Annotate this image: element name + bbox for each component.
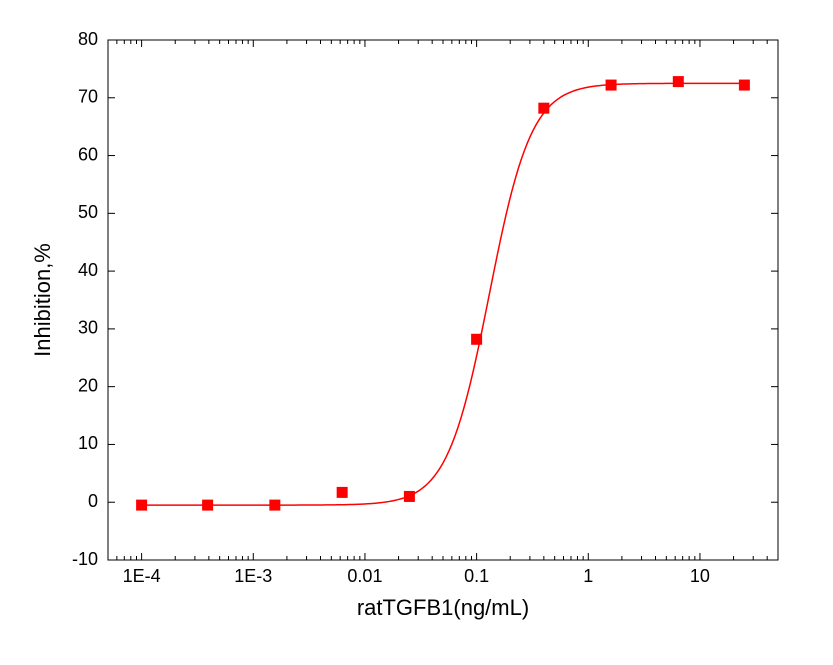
svg-text:0.1: 0.1 xyxy=(464,566,489,586)
chart-container: -10 0 10 20 30 40 50 60 70 80 1E-4 1E-3 0.01 0.1 1 10 ra… xyxy=(0,0,833,665)
svg-text:30: 30 xyxy=(78,318,98,338)
data-marker xyxy=(606,80,616,90)
data-marker xyxy=(137,500,147,510)
svg-text:50: 50 xyxy=(78,202,98,222)
data-marker xyxy=(404,491,414,501)
dose-response-chart: -10 0 10 20 30 40 50 60 70 80 1E-4 1E-3 0.01 0.1 1 10 ra… xyxy=(0,0,833,665)
svg-text:1E-4: 1E-4 xyxy=(123,566,161,586)
svg-text:10: 10 xyxy=(690,566,710,586)
svg-text:10: 10 xyxy=(78,433,98,453)
svg-text:0: 0 xyxy=(88,491,98,511)
svg-text:20: 20 xyxy=(78,375,98,395)
data-marker xyxy=(472,334,482,344)
data-marker xyxy=(337,487,347,497)
data-marker xyxy=(739,80,749,90)
svg-text:70: 70 xyxy=(78,87,98,107)
data-marker xyxy=(673,77,683,87)
svg-text:0.01: 0.01 xyxy=(347,566,382,586)
data-marker xyxy=(203,500,213,510)
svg-text:1E-3: 1E-3 xyxy=(234,566,272,586)
x-axis-label: ratTGFB1(ng/mL) xyxy=(357,595,529,620)
y-axis-label: Inhibition,% xyxy=(30,243,55,357)
svg-text:80: 80 xyxy=(78,29,98,49)
svg-text:-10: -10 xyxy=(72,549,98,569)
svg-text:1: 1 xyxy=(583,566,593,586)
fit-curve xyxy=(142,83,745,505)
data-marker xyxy=(270,500,280,510)
svg-text:60: 60 xyxy=(78,144,98,164)
svg-text:40: 40 xyxy=(78,260,98,280)
data-marker xyxy=(539,103,549,113)
